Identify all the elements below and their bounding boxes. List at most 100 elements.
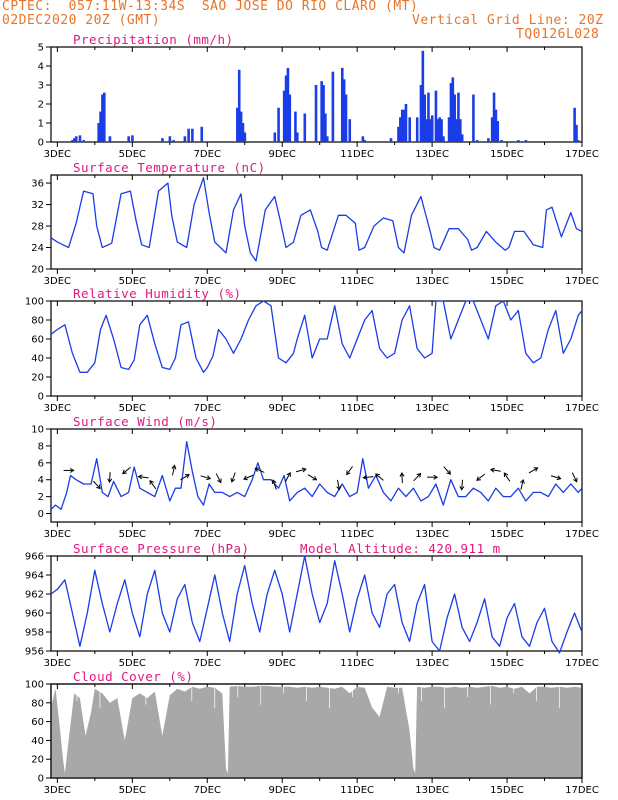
- precipitation-bar: [361, 136, 365, 142]
- temperature-frame: [50, 174, 583, 270]
- precipitation-bar: [273, 132, 277, 142]
- temperature-xtick-label: 17DEC: [565, 276, 599, 287]
- precipitation-bar: [200, 126, 204, 142]
- precipitation-ytick-label: 0: [38, 138, 44, 149]
- temperature-ytick-label: 28: [31, 222, 44, 233]
- wind-arrow-head: [433, 474, 439, 480]
- cloud-cover-ytick-label: 40: [31, 736, 44, 747]
- wind-arrow-head: [137, 474, 143, 480]
- precipitation-bar: [436, 119, 440, 142]
- precipitation-bar: [573, 107, 576, 142]
- temperature-xtick-label: 13DEC: [415, 276, 449, 287]
- cloud-cover-ytick-label: 0: [38, 774, 44, 785]
- cloud-cover-xtick-label: 5DEC: [119, 785, 146, 796]
- humidity-xtick-label: 9DEC: [269, 403, 296, 414]
- precipitation-bar: [103, 92, 106, 142]
- precipitation-bar: [303, 113, 307, 142]
- precipitation-bar: [108, 136, 112, 142]
- precipitation-bar: [438, 117, 442, 142]
- wind-arrow: [520, 479, 524, 490]
- wind-ytick-label: 4: [38, 475, 44, 486]
- cloud-cover-title: Cloud Cover (%): [73, 669, 193, 684]
- humidity-xtick-label: 13DEC: [415, 403, 449, 414]
- wind-xtick-label: 3DEC: [44, 529, 71, 540]
- wind-arrow-head: [520, 478, 525, 484]
- cloud-cover-xtick-label: 7DEC: [194, 785, 221, 796]
- precipitation-bar: [161, 138, 164, 142]
- precipitation-bar: [472, 94, 475, 142]
- precipitation-bar: [294, 111, 297, 142]
- precipitation-bar: [402, 109, 406, 142]
- wind-arrow-head: [122, 469, 127, 475]
- temperature-ytick-label: 24: [31, 243, 44, 254]
- cloud-cover-frame-overlay: [50, 683, 583, 779]
- precipitation-ytick-label: 5: [38, 43, 44, 54]
- humidity-ytick-label: 0: [38, 392, 44, 403]
- wind-arrow-head: [149, 479, 154, 485]
- pressure-ytick-label: 962: [25, 590, 44, 601]
- precipitation-bar: [492, 92, 496, 142]
- precipitation-xtick-label: 17DEC: [565, 149, 599, 160]
- precipitation-bar: [440, 119, 443, 142]
- wind-arrow-head: [206, 475, 212, 481]
- humidity-ytick-label: 80: [31, 316, 44, 327]
- precipitation-bar: [344, 94, 348, 142]
- wind-arrow: [443, 466, 451, 475]
- wind-arrow-head: [573, 477, 578, 483]
- precipitation-xtick-label: 11DEC: [340, 149, 374, 160]
- precipitation-bar: [296, 132, 299, 142]
- precipitation-bar: [286, 67, 290, 142]
- precipitation-bar: [320, 81, 323, 142]
- cloud-cover-xtick-label: 3DEC: [44, 785, 71, 796]
- cloud-cover-ytick-label: 60: [31, 717, 44, 728]
- precipitation-xtick-label: 9DEC: [269, 149, 296, 160]
- precipitation-bar: [453, 94, 456, 142]
- wind-title: Surface Wind (m/s): [73, 414, 217, 429]
- wind-arrow: [476, 473, 486, 481]
- humidity-xtick-label: 11DEC: [340, 403, 374, 414]
- wind-arrow-head: [171, 464, 177, 470]
- precipitation-bar: [577, 140, 580, 142]
- precipitation-xtick-label: 3DEC: [44, 149, 71, 160]
- temperature-xtick-label: 5DEC: [119, 276, 146, 287]
- precipitation-bar: [237, 69, 241, 142]
- cloud-cover-ytick-label: 80: [31, 698, 44, 709]
- wind-xtick-label: 5DEC: [119, 529, 146, 540]
- wind-ytick-label: 6: [38, 458, 44, 469]
- precipitation-bar: [282, 90, 286, 142]
- wind-arrow-head: [446, 470, 452, 475]
- precipitation-bar: [97, 123, 100, 142]
- precipitation-bar: [487, 138, 490, 142]
- precipitation-bar: [348, 119, 352, 142]
- wind-series-line: [50, 441, 583, 510]
- wind-arrow: [92, 480, 101, 489]
- pressure-ytick-label: 958: [25, 628, 44, 639]
- cloud-cover-ytick-label: 20: [31, 755, 44, 766]
- pressure-xtick-label: 15DEC: [490, 658, 524, 669]
- wind-xtick-label: 9DEC: [269, 529, 296, 540]
- temperature-ytick-label: 36: [31, 179, 44, 190]
- humidity-title: Relative Humidity (%): [73, 286, 242, 301]
- temperature-xtick-label: 11DEC: [340, 276, 374, 287]
- wind-arrow-head: [489, 467, 495, 473]
- wind-arrow: [461, 479, 464, 490]
- precipitation-bar: [288, 94, 292, 142]
- wind-arrow: [231, 472, 236, 483]
- temperature-series-line: [50, 177, 583, 262]
- precipitation-bar: [575, 124, 578, 142]
- cloud-cover-xtick-label: 15DEC: [490, 785, 524, 796]
- precipitation-xtick-label: 13DEC: [415, 149, 449, 160]
- precipitation-bar: [277, 107, 280, 142]
- humidity-xtick-label: 5DEC: [119, 403, 146, 414]
- precipitation-bar: [500, 140, 503, 142]
- header-grid-note: Vertical Grid Line: 20Z: [412, 13, 604, 28]
- precipitation-bar: [475, 140, 479, 142]
- precipitation-bar: [127, 136, 130, 142]
- precipitation-bar: [191, 128, 194, 142]
- precipitation-bar: [459, 119, 462, 142]
- humidity-xtick-label: 7DEC: [194, 403, 221, 414]
- precipitation-bar: [496, 121, 500, 142]
- precipitation-title: Precipitation (mm/h): [73, 32, 234, 47]
- pressure-xtick-label: 5DEC: [119, 658, 146, 669]
- humidity-series-line: [50, 300, 583, 373]
